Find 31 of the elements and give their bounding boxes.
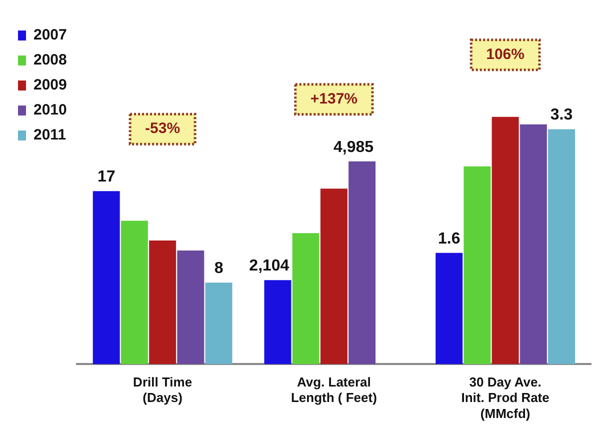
legend-label: 2011 (34, 126, 66, 144)
bar (548, 129, 576, 364)
bar (149, 240, 176, 364)
legend-label: 2009 (34, 76, 67, 94)
bar (264, 280, 292, 364)
annotation: 4,985 (333, 138, 374, 156)
bar (177, 250, 204, 364)
x-tick-label: Drill Time (Days) (133, 374, 192, 406)
bar (520, 124, 547, 364)
text: 106% (486, 46, 524, 64)
legend-label: 2008 (34, 52, 67, 69)
text: +137% (310, 90, 358, 108)
annotation: -53% (145, 120, 180, 138)
bar (205, 282, 232, 364)
bar (436, 252, 463, 364)
bar (464, 166, 491, 364)
x-tick-label: Avg. Lateral Length ( Feet) (290, 374, 377, 406)
x-tick-label: 30 Day Ave. Init. Prod Rate (MMcfd) (461, 374, 550, 421)
bar (348, 161, 376, 364)
bar (120, 220, 148, 364)
bar (292, 233, 320, 364)
annotation: 8 (214, 260, 224, 277)
legend-label: 2007 (34, 26, 67, 44)
bar (320, 188, 348, 364)
annotation: 17 (97, 168, 116, 186)
legend-label: 2010 (34, 102, 67, 119)
annotation: 1.6 (438, 230, 460, 248)
bar (492, 116, 519, 364)
bar (92, 191, 120, 364)
annotation: 2,104 (249, 258, 290, 275)
annotation: 3.3 (550, 106, 573, 124)
